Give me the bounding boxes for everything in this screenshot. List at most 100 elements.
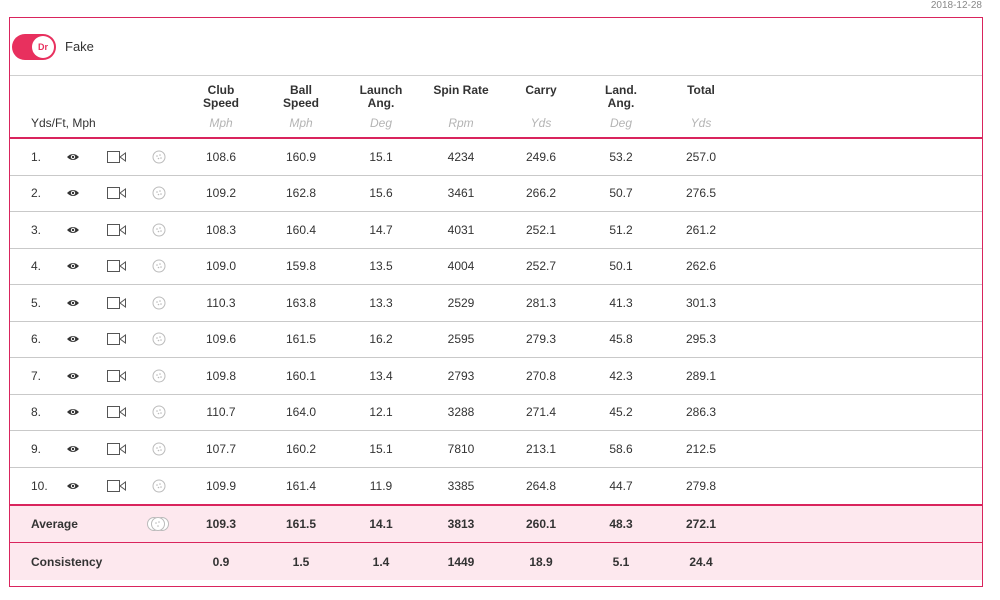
shot-value: 163.8 [285, 295, 317, 310]
shot-row[interactable]: 5. 110.3 163.8 13.3 2529 281.3 41.3 301.3 [10, 285, 982, 322]
golf-ball-icon[interactable] [152, 285, 166, 321]
club-toggle[interactable]: Dr [12, 33, 56, 60]
consistency-row: Consistency 0.9 1.5 1.4 1449 18.9 5.1 24.4 [10, 543, 982, 580]
column-unit: Deg [609, 116, 632, 130]
video-camera-icon[interactable] [107, 212, 126, 248]
golf-ball-icon[interactable] [152, 249, 166, 285]
golf-ball-icon[interactable] [152, 322, 166, 358]
summary-value: 272.1 [685, 517, 717, 531]
shot-value: 41.3 [609, 295, 633, 310]
column-header[interactable]: Spin Rate Rpm [421, 84, 501, 131]
column-header[interactable]: Launch Ang. Deg [341, 83, 421, 131]
column-header[interactable]: Club Speed Mph [181, 84, 261, 131]
shot-value: 212.5 [685, 441, 717, 456]
eye-icon[interactable] [66, 139, 80, 175]
shot-value: 161.5 [285, 332, 317, 347]
column-title: Ball Speed [282, 83, 319, 110]
shot-value: 160.9 [285, 149, 317, 164]
shot-value: 12.1 [369, 405, 393, 420]
video-camera-icon[interactable] [107, 395, 126, 431]
golf-ball-icon[interactable] [152, 431, 166, 467]
shot-value: 110.7 [206, 405, 236, 420]
shot-row[interactable]: 2. 109.2 162.8 15.6 3461 266.2 50.7 276.5 [10, 176, 982, 212]
column-header[interactable]: Carry Yds [501, 84, 581, 131]
shot-row[interactable]: 7. 109.8 160.1 13.4 2793 270.8 42.3 289.1 [10, 358, 982, 395]
shot-value: 266.2 [525, 186, 557, 201]
shot-value: 164.0 [285, 405, 317, 420]
shot-value: 281.3 [525, 295, 557, 310]
video-camera-icon[interactable] [107, 139, 126, 175]
video-camera-icon[interactable] [107, 176, 126, 212]
shot-value: 261.2 [685, 222, 717, 237]
video-camera-icon[interactable] [107, 285, 126, 321]
column-unit: Mph [289, 116, 313, 130]
shot-number: 2. [31, 186, 42, 201]
shot-row[interactable]: 6. 109.6 161.5 16.2 2595 279.3 45.8 295.3 [10, 322, 982, 358]
column-unit: Mph [209, 116, 233, 130]
shot-number: 6. [31, 332, 42, 347]
video-camera-icon[interactable] [107, 322, 126, 358]
shot-number: 4. [31, 259, 42, 274]
shot-row[interactable]: 4. 109.0 159.8 13.5 4004 252.7 50.1 262.6 [10, 249, 982, 285]
shot-value: 13.5 [369, 259, 393, 274]
eye-icon[interactable] [66, 358, 80, 394]
eye-icon[interactable] [66, 249, 80, 285]
summary-value: 1.4 [372, 554, 390, 569]
column-unit: Yds [530, 116, 552, 130]
shot-value: 14.7 [369, 222, 393, 237]
shot-value: 53.2 [609, 149, 633, 164]
shot-value: 44.7 [609, 478, 633, 493]
shot-value: 271.4 [525, 405, 557, 420]
shot-value: 160.4 [285, 222, 317, 237]
summary-value: 161.5 [285, 517, 317, 531]
video-camera-icon[interactable] [107, 358, 126, 394]
column-title: Launch Ang. [359, 83, 403, 110]
golf-ball-icon[interactable] [152, 212, 166, 248]
shot-value: 252.7 [525, 259, 557, 274]
average-row: Average 109.3 161.5 14.1 3813 260.1 48.3 272.1 [10, 506, 982, 543]
eye-icon[interactable] [66, 395, 80, 431]
shot-row[interactable]: 9. 107.7 160.2 15.1 7810 213.1 58.6 212.5 [10, 431, 982, 468]
shot-value: 4031 [447, 222, 475, 237]
video-camera-icon[interactable] [107, 468, 126, 505]
summary-value: 5.1 [612, 554, 630, 569]
shot-value: 252.1 [525, 222, 557, 237]
golf-ball-icon[interactable] [152, 395, 166, 431]
shot-value: 295.3 [685, 332, 717, 347]
eye-icon[interactable] [66, 212, 80, 248]
column-unit: Deg [369, 116, 392, 130]
video-camera-icon[interactable] [107, 249, 126, 285]
column-header[interactable]: Ball Speed Mph [261, 83, 341, 131]
shot-value: 109.6 [205, 332, 237, 347]
column-header[interactable]: Land. Ang. Deg [581, 84, 661, 131]
shot-value: 160.1 [285, 368, 317, 383]
shot-value: 107.7 [205, 441, 237, 456]
summary-value: 260.1 [525, 517, 557, 531]
shot-row[interactable]: 3. 108.3 160.4 14.7 4031 252.1 51.2 261.2 [10, 212, 982, 249]
golf-ball-icon[interactable] [152, 468, 166, 505]
eye-icon[interactable] [66, 176, 80, 212]
shot-value: 3288 [447, 405, 475, 420]
golf-ball-icon[interactable] [152, 139, 166, 175]
eye-icon[interactable] [66, 285, 80, 321]
shot-row[interactable]: 8. 110.7 164.0 12.1 3288 271.4 45.2 286.3 [10, 395, 982, 431]
column-header[interactable]: Total Yds [661, 84, 741, 131]
shot-value: 4234 [447, 149, 475, 164]
golf-ball-icon[interactable] [152, 176, 166, 212]
shot-value: 162.8 [285, 186, 317, 201]
shot-value: 109.0 [205, 259, 237, 274]
eye-icon[interactable] [66, 322, 80, 358]
eye-icon[interactable] [66, 431, 80, 467]
shot-value: 109.9 [205, 478, 237, 493]
shot-number: 1. [31, 149, 42, 164]
shot-row[interactable]: 1. 108.6 160.9 15.1 4234 249.6 53.2 257.0 [10, 139, 982, 176]
shot-value: 301.3 [685, 295, 717, 310]
shot-value: 110.3 [206, 295, 236, 310]
shot-number: 7. [31, 368, 42, 383]
golf-ball-icon[interactable] [152, 358, 166, 394]
eye-icon[interactable] [66, 468, 80, 505]
shot-row[interactable]: 10. 109.9 161.4 11.9 3385 264.8 44.7 279.8 [10, 468, 982, 505]
golf-balls-group-icon[interactable] [146, 506, 170, 542]
video-camera-icon[interactable] [107, 431, 126, 467]
shot-value: 257.0 [685, 149, 717, 164]
